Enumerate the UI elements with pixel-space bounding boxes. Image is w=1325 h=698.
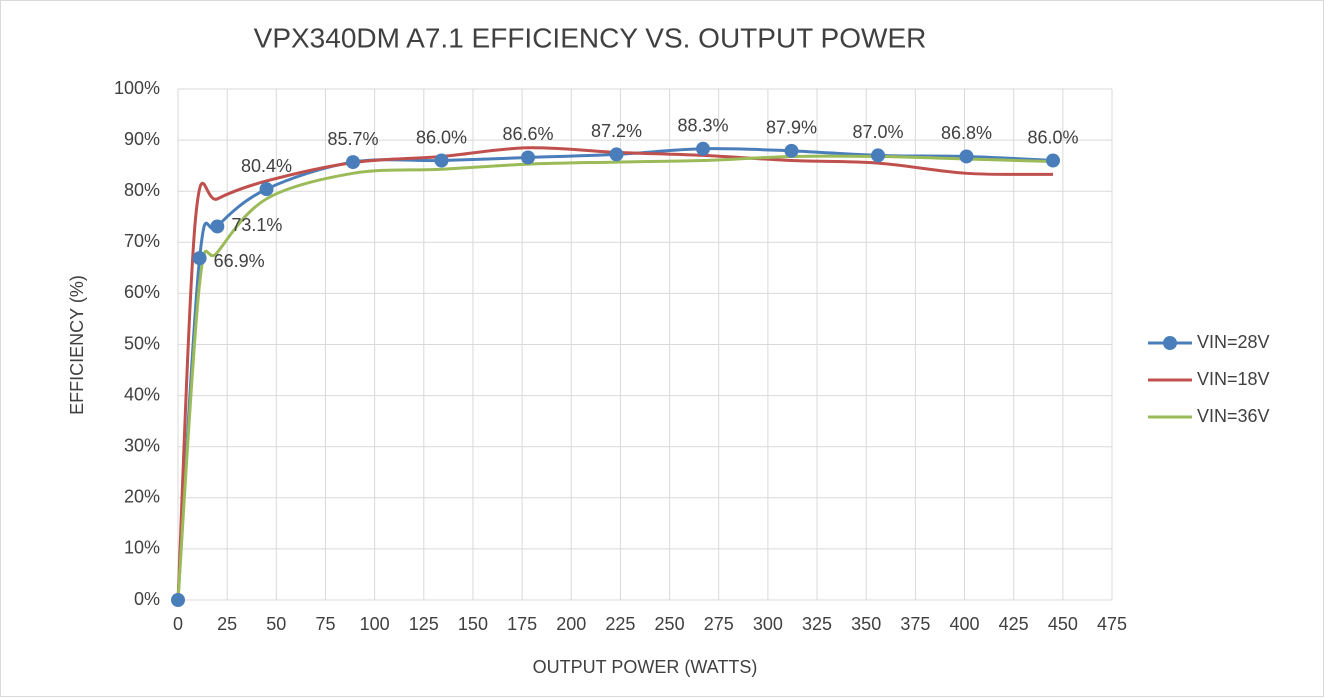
legend-label: VIN=36V <box>1197 406 1270 426</box>
y-tick-label: 0% <box>134 589 160 609</box>
x-tick-label: 425 <box>999 614 1029 634</box>
data-label: 86.8% <box>941 123 992 143</box>
data-point <box>171 593 185 607</box>
x-tick-label: 200 <box>556 614 586 634</box>
x-tick-label: 75 <box>315 614 335 634</box>
y-tick-label: 80% <box>124 180 160 200</box>
series-line <box>176 146 1054 601</box>
y-axis-label: EFFICIENCY (%) <box>67 275 87 415</box>
x-tick-label: 325 <box>802 614 832 634</box>
y-tick-label: 70% <box>124 231 160 251</box>
y-tick-label: 10% <box>124 538 160 558</box>
data-label: 87.0% <box>852 122 903 142</box>
data-label: 80.4% <box>241 156 292 176</box>
x-tick-label: 275 <box>704 614 734 634</box>
legend-label: VIN=18V <box>1197 369 1270 389</box>
data-label: 66.9% <box>214 251 265 271</box>
x-tick-label: 400 <box>950 614 980 634</box>
data-point <box>434 153 449 168</box>
data-point <box>346 155 361 170</box>
data-point <box>959 149 974 164</box>
data-point <box>784 143 799 158</box>
legend-marker <box>1163 336 1177 350</box>
data-label: 88.3% <box>677 116 728 136</box>
x-tick-label: 50 <box>266 614 286 634</box>
data-label: 73.1% <box>231 215 282 235</box>
x-tick-label: 125 <box>409 614 439 634</box>
x-tick-label: 225 <box>605 614 635 634</box>
data-point <box>259 182 274 197</box>
data-point <box>1046 153 1061 168</box>
data-label: 86.0% <box>416 127 467 147</box>
y-tick-label: 90% <box>124 129 160 149</box>
y-tick-label: 60% <box>124 282 160 302</box>
x-tick-label: 300 <box>753 614 783 634</box>
data-label: 85.7% <box>327 129 378 149</box>
x-tick-label: 175 <box>507 614 537 634</box>
data-point <box>696 141 711 156</box>
y-tick-label: 30% <box>124 435 160 455</box>
x-tick-label: 375 <box>900 614 930 634</box>
x-tick-label: 475 <box>1097 614 1127 634</box>
chart-title: VPX340DM A7.1 EFFICIENCY VS. OUTPUT POWE… <box>254 22 927 53</box>
y-tick-label: 20% <box>124 487 160 507</box>
x-tick-label: 25 <box>217 614 237 634</box>
x-tick-label: 450 <box>1048 614 1078 634</box>
x-tick-label: 350 <box>851 614 881 634</box>
data-label: 86.6% <box>502 124 553 144</box>
data-label: 86.0% <box>1027 127 1078 147</box>
data-point <box>210 219 225 234</box>
x-tick-label: 100 <box>360 614 390 634</box>
data-label: 87.9% <box>766 118 817 138</box>
y-tick-label: 40% <box>124 384 160 404</box>
legend-label: VIN=28V <box>1197 332 1270 352</box>
data-label: 87.2% <box>591 121 642 141</box>
x-tick-label: 150 <box>458 614 488 634</box>
data-point <box>521 150 536 165</box>
data-point <box>192 251 207 266</box>
y-tick-label: 100% <box>114 78 160 98</box>
data-point <box>609 147 624 162</box>
y-tick-label: 50% <box>124 333 160 353</box>
data-point <box>871 148 886 163</box>
x-axis-label: OUTPUT POWER (WATTS) <box>533 657 758 677</box>
x-tick-label: 250 <box>655 614 685 634</box>
x-tick-label: 0 <box>173 614 183 634</box>
